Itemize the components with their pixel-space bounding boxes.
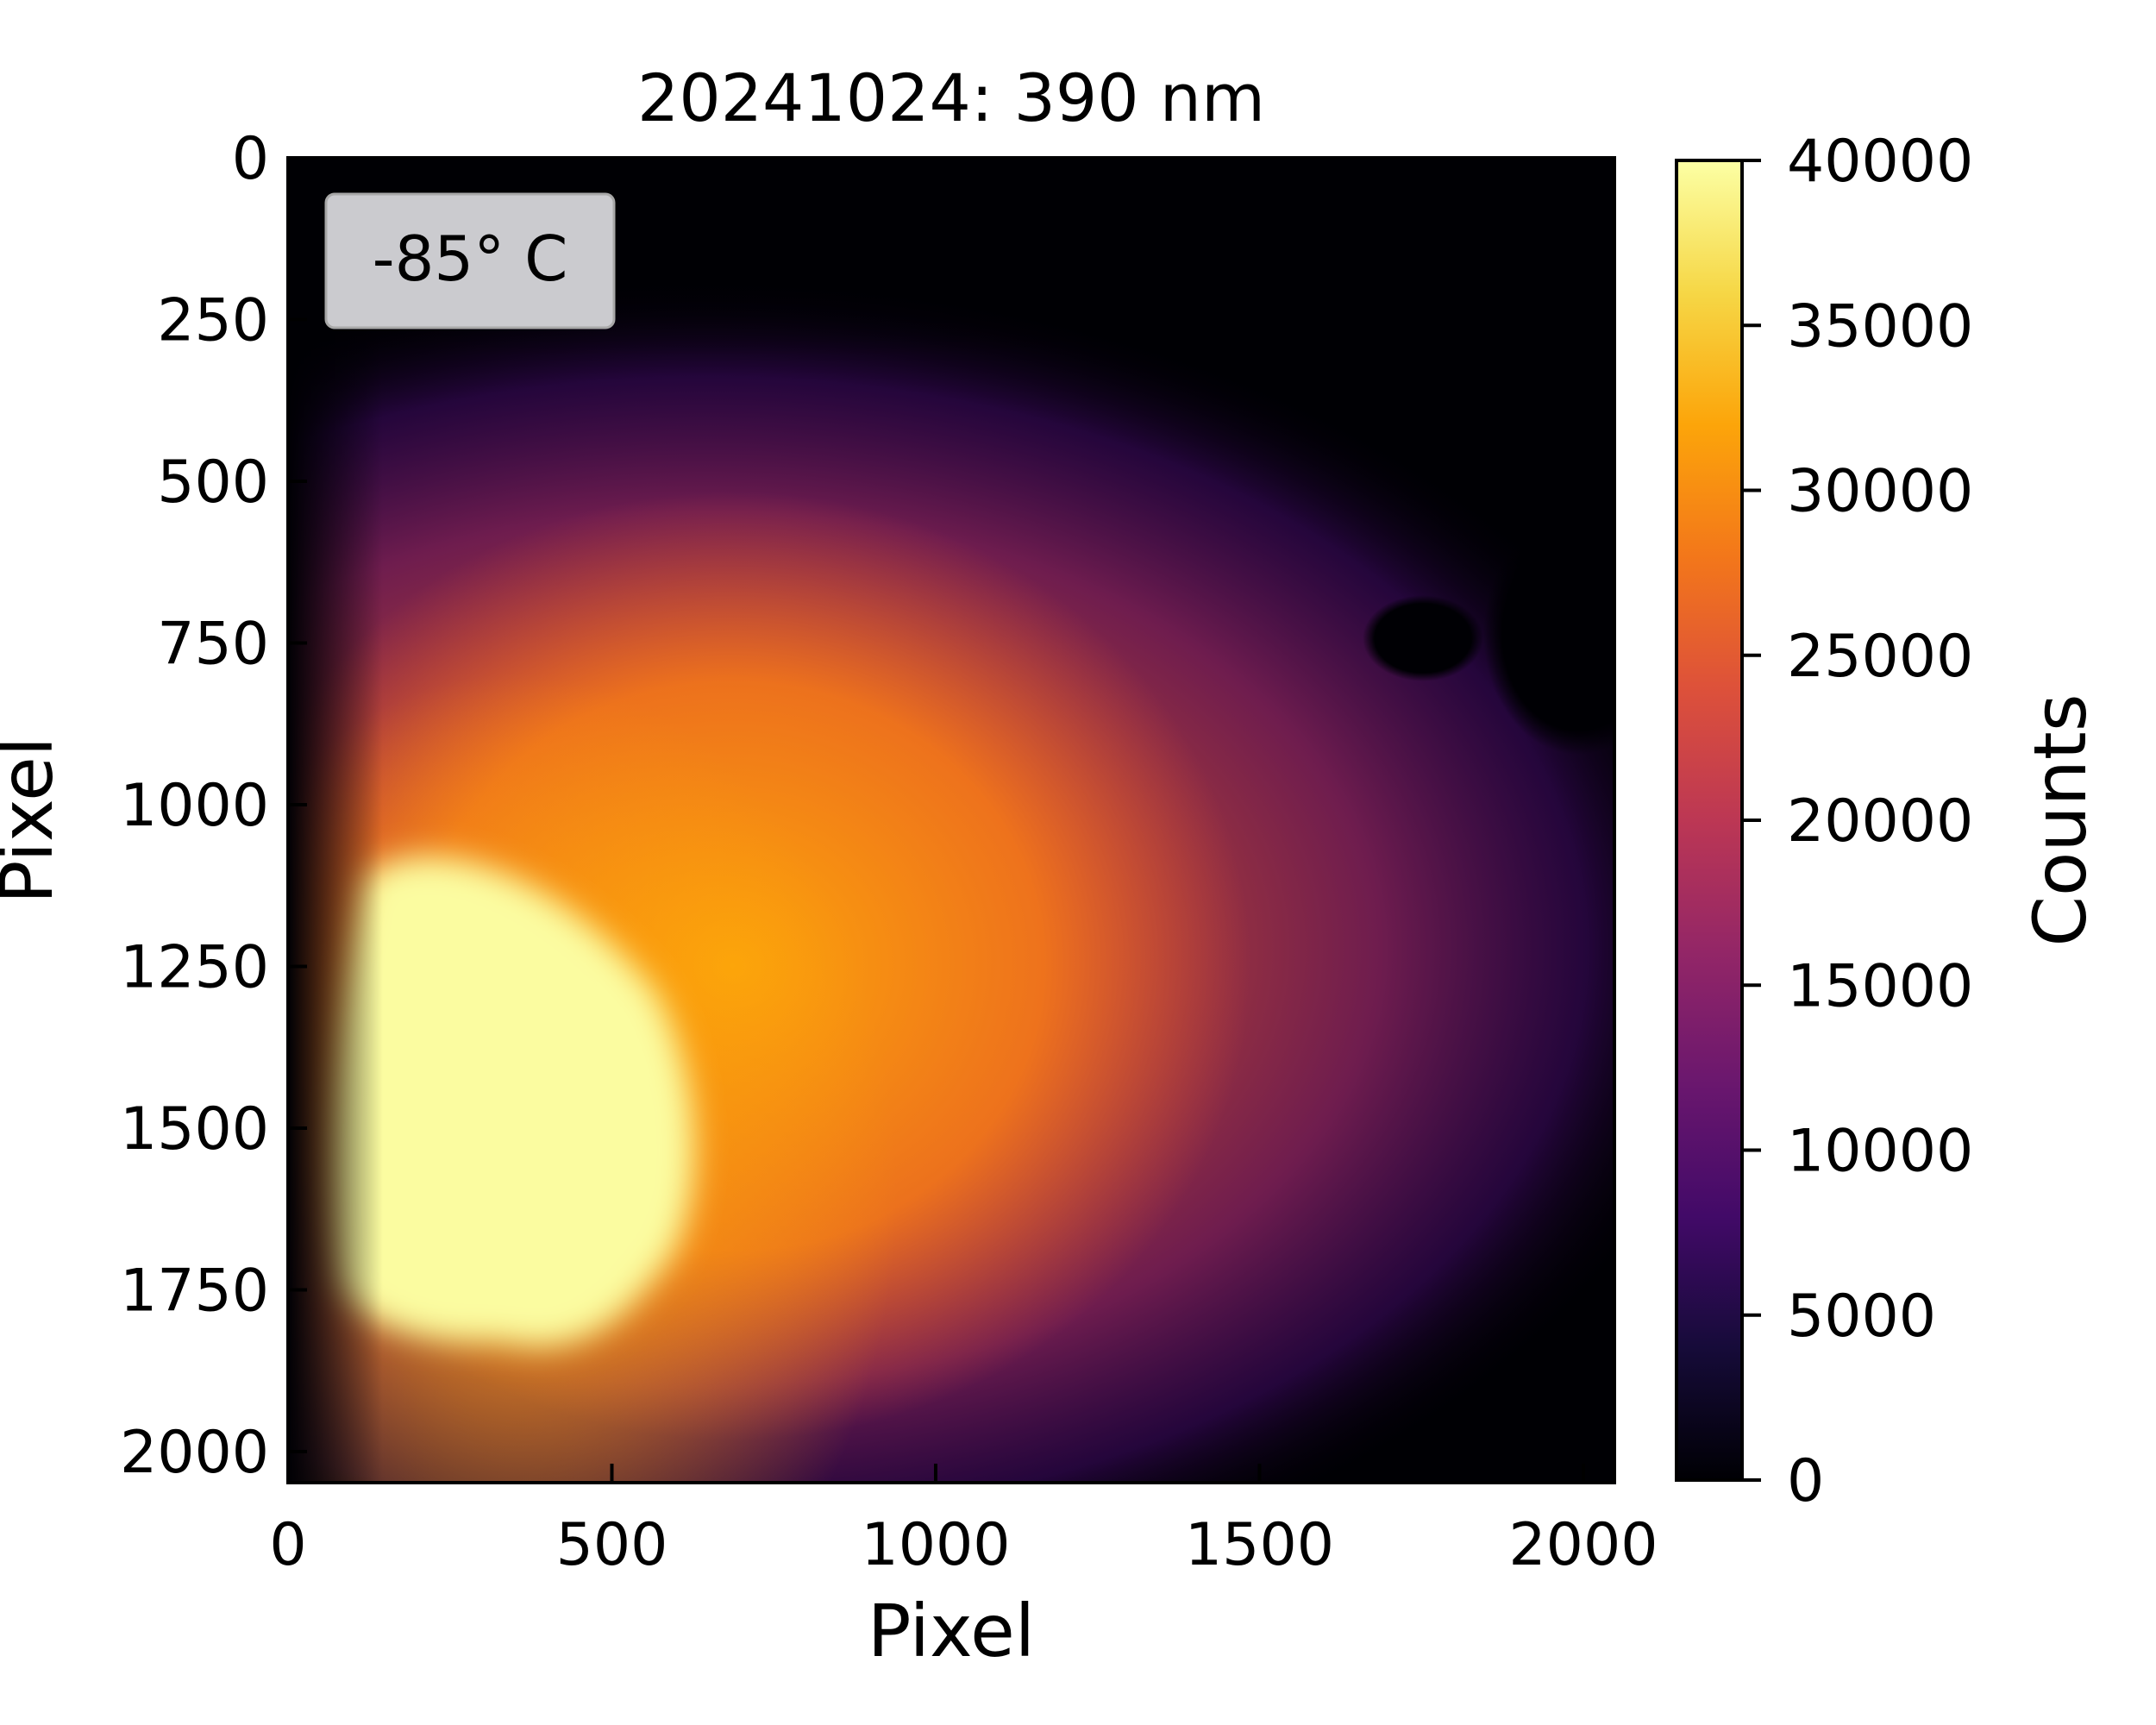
heatmap-image bbox=[288, 158, 1614, 1483]
x-axis-title: Pixel bbox=[868, 1589, 1035, 1673]
colorbar-axis: 0 5000 10000 15000 20000 25000 30000 35000 40000 bbox=[1742, 128, 1973, 1515]
chart-title: 20241024: 390 nm bbox=[637, 60, 1265, 136]
colorbar-label: Counts bbox=[2018, 693, 2103, 946]
colorbar: 0 5000 10000 15000 20000 25000 30000 35000 40000… bbox=[1675, 128, 2103, 1515]
colorbar-tick-label: 5000 bbox=[1787, 1283, 1936, 1351]
colorbar-tick-label: 25000 bbox=[1787, 623, 1973, 691]
y-tick-label: 250 bbox=[157, 287, 269, 355]
colorbar-tick-label: 0 bbox=[1787, 1447, 1824, 1515]
colorbar-gradient bbox=[1675, 159, 1744, 1482]
y-tick-label: 0 bbox=[232, 125, 269, 193]
y-tick-label: 1750 bbox=[120, 1258, 269, 1326]
y-tick-label: 750 bbox=[157, 611, 269, 679]
colorbar-tick-label: 20000 bbox=[1787, 787, 1973, 856]
x-tick-label: 1000 bbox=[861, 1511, 1010, 1579]
x-axis: 0 500 1000 1500 2000 bbox=[269, 1464, 1658, 1579]
x-tick-label: 0 bbox=[269, 1511, 306, 1579]
annotation-box bbox=[324, 192, 616, 329]
y-tick-label: 1000 bbox=[120, 772, 269, 840]
x-tick-label: 2000 bbox=[1508, 1511, 1658, 1579]
colorbar-tick-label: 35000 bbox=[1787, 292, 1973, 361]
colorbar-tick-label: 40000 bbox=[1787, 128, 1973, 196]
colorbar-tick-label: 30000 bbox=[1787, 458, 1973, 526]
y-tick-label: 1500 bbox=[120, 1095, 269, 1164]
annotation-text: -85° C bbox=[373, 223, 568, 295]
plot-frame bbox=[286, 156, 1616, 1484]
y-tick-label: 2000 bbox=[120, 1419, 269, 1487]
y-tick-label: 500 bbox=[157, 448, 269, 517]
temperature-annotation: -85° C bbox=[324, 192, 616, 329]
colorbar-tick-label: 10000 bbox=[1787, 1118, 1973, 1186]
x-tick-label: 1500 bbox=[1185, 1511, 1334, 1579]
x-tick-label: 500 bbox=[556, 1511, 668, 1579]
y-axis: 0 250 500 750 1000 1250 1500 1750 2000 bbox=[120, 125, 307, 1487]
colorbar-tick-label: 15000 bbox=[1787, 952, 1973, 1020]
y-tick-label: 1250 bbox=[120, 934, 269, 1002]
y-axis-title: Pixel bbox=[0, 737, 69, 904]
